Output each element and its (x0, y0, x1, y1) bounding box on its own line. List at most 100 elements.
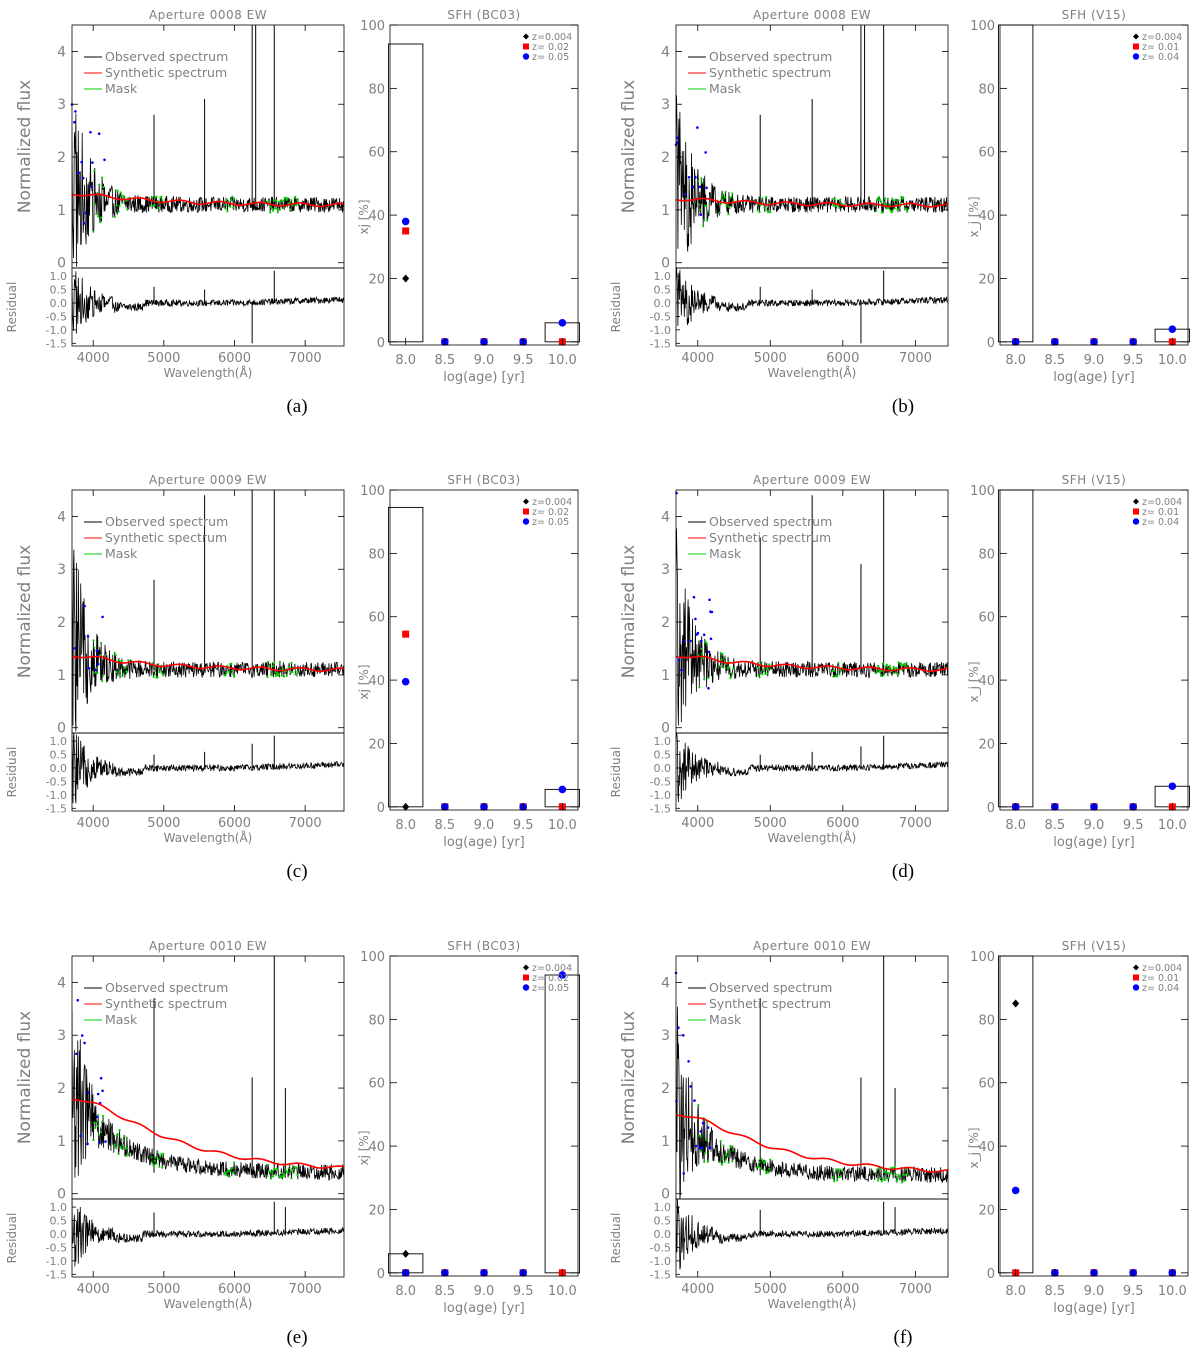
mask-point (232, 206, 235, 209)
mask-point (894, 671, 897, 674)
mask-point (758, 211, 761, 214)
y-tick-label: 1 (661, 203, 670, 219)
mask-point (902, 1173, 905, 1176)
mask-point (268, 664, 271, 667)
residual-line (72, 1200, 344, 1267)
clipped-point (705, 186, 708, 190)
mask-point (123, 195, 126, 198)
mask-point (876, 670, 879, 674)
sfh-y-tick-label: 20 (978, 737, 995, 752)
mask-point (290, 1177, 293, 1180)
sfh-ylabel: xj [%] (357, 199, 371, 234)
x-tick-label: 7000 (899, 816, 932, 831)
mask-point (728, 1150, 731, 1153)
clipped-point (104, 1140, 107, 1143)
mask-point (281, 667, 284, 671)
sfh-xlabel: log(age) [yr] (1053, 1301, 1135, 1316)
mask-point (756, 209, 759, 212)
y-tick-label: 4 (57, 44, 66, 60)
clipped-point (76, 998, 80, 1002)
mask-point (839, 198, 842, 201)
mask-point (120, 659, 123, 662)
clipped-point (86, 1142, 89, 1146)
mask-point (151, 1162, 154, 1165)
residual-tick-label: 1.0 (50, 270, 68, 283)
mask-point (150, 195, 153, 198)
mask-point (126, 208, 129, 211)
clipped-point (699, 213, 703, 216)
mask-point (279, 199, 282, 202)
mask-point (100, 216, 103, 219)
mask-point (274, 199, 278, 202)
x-tick-label: 6000 (218, 1282, 251, 1297)
mask-point (294, 195, 297, 198)
y-tick-label: 2 (661, 615, 670, 631)
mask-point (228, 1175, 231, 1178)
clipped-point (96, 662, 100, 666)
mask-point (271, 1170, 274, 1173)
sfh-y-tick-label: 60 (368, 1077, 385, 1092)
legend-label-1: Synthetic spectrum (709, 530, 831, 545)
mask-point (875, 209, 878, 212)
mask-point (758, 1161, 761, 1164)
x-tick-label: 4000 (681, 816, 714, 831)
sfh-xlabel: log(age) [yr] (1053, 835, 1135, 850)
mask-point (273, 199, 276, 202)
mask-point (903, 1179, 906, 1182)
sfh-legend-marker-0 (1133, 498, 1139, 505)
sfh-x-tick-label: 8.0 (1005, 1284, 1026, 1299)
mask-point (161, 199, 164, 202)
mask-point (700, 1150, 703, 1153)
mask-point (723, 1160, 726, 1163)
sfh-y-tick-label: 20 (368, 1203, 385, 1218)
mask-point (727, 213, 730, 216)
clipped-point (696, 126, 699, 129)
spectrum-title: Aperture 0009 EW (149, 473, 267, 487)
sfh-legend-label-2: z= 0.05 (532, 52, 569, 63)
mask-point (296, 670, 299, 673)
mask-point (769, 1158, 772, 1161)
x-tick-label: 4000 (77, 816, 110, 831)
sfh-y-tick-label: 40 (368, 674, 385, 689)
mask-point (877, 664, 880, 668)
mask-point (267, 660, 270, 664)
synthetic-spectrum-line (676, 655, 948, 672)
mask-point (890, 1171, 893, 1174)
mask-point (225, 198, 228, 201)
mask-point (838, 206, 841, 209)
clipped-point (700, 1146, 704, 1149)
clipped-point (709, 1146, 712, 1150)
sfh-point-2 (1168, 782, 1177, 791)
mask-point (894, 1173, 897, 1176)
mask-point (881, 1178, 885, 1181)
mask-point (119, 191, 122, 194)
clipped-point (677, 1026, 680, 1029)
mask-point (728, 206, 731, 209)
x-tick-label: 6000 (826, 816, 859, 831)
mask-point (898, 662, 901, 665)
mask-point (896, 208, 899, 211)
clipped-point (99, 1076, 103, 1080)
mask-point (719, 1140, 722, 1143)
sfh-y-tick-label: 100 (970, 484, 995, 499)
mask-point (762, 1168, 765, 1171)
legend-label-0: Observed spectrum (105, 514, 228, 529)
y-tick-label: 1 (57, 668, 66, 684)
sfh-x-tick-label: 10.0 (548, 818, 577, 833)
sfh-y-tick-label: 80 (978, 82, 995, 97)
mask-point (155, 195, 158, 198)
sfh-x-tick-label: 8.5 (434, 1284, 455, 1299)
mask-point (152, 675, 155, 679)
sfh-legend-marker-2 (522, 518, 530, 525)
mask-point (839, 1168, 842, 1171)
clipped-point (83, 1041, 86, 1045)
mask-point (156, 676, 159, 679)
mask-point (895, 1179, 898, 1182)
residual-tick-label: -0.5 (46, 1241, 67, 1254)
clipped-point (675, 1099, 678, 1103)
residual-tick-label: -1.5 (650, 1268, 671, 1281)
mask-point (159, 669, 162, 672)
x-tick-label: 7000 (899, 1282, 932, 1297)
mask-point (114, 1146, 117, 1149)
mask-point (121, 201, 124, 204)
